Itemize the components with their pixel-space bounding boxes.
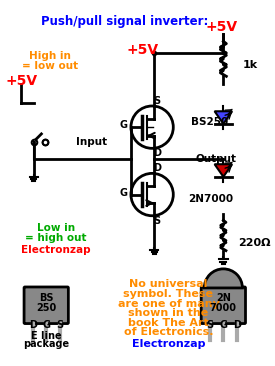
Text: Push/pull signal inverter:: Push/pull signal inverter:: [42, 15, 209, 27]
Text: Input: Input: [76, 137, 107, 147]
Text: S: S: [206, 320, 213, 330]
Text: E line: E line: [31, 331, 62, 341]
Text: BS250: BS250: [191, 117, 228, 127]
Text: +5V: +5V: [5, 74, 37, 88]
FancyBboxPatch shape: [201, 287, 246, 324]
Text: Output: Output: [196, 154, 236, 164]
Text: Low in: Low in: [37, 223, 75, 234]
Text: S: S: [56, 320, 63, 330]
Text: 250: 250: [36, 303, 56, 313]
Text: = low out: = low out: [22, 61, 78, 71]
Text: G: G: [119, 120, 127, 130]
Text: D: D: [153, 163, 161, 173]
FancyBboxPatch shape: [24, 287, 68, 324]
Text: S: S: [153, 96, 161, 106]
Text: D: D: [29, 320, 37, 330]
Text: Electronzap: Electronzap: [132, 339, 205, 349]
Text: Electronzap: Electronzap: [21, 244, 91, 255]
Text: D: D: [233, 320, 241, 330]
Text: symbol. These: symbol. These: [123, 289, 213, 299]
Text: +5V: +5V: [126, 44, 159, 57]
Text: are one of many: are one of many: [117, 299, 219, 309]
Text: D: D: [153, 148, 161, 158]
Text: book The Art: book The Art: [128, 318, 209, 328]
Text: S: S: [153, 216, 161, 226]
Polygon shape: [214, 164, 232, 177]
Text: 2N: 2N: [216, 294, 231, 303]
Text: shown in the: shown in the: [128, 308, 209, 318]
Text: 7000: 7000: [210, 303, 237, 313]
Text: = high out: = high out: [25, 233, 87, 243]
Text: of Electronics.: of Electronics.: [124, 328, 213, 337]
Wedge shape: [204, 269, 242, 288]
Text: G: G: [42, 320, 50, 330]
Text: G: G: [219, 320, 227, 330]
Text: BS: BS: [39, 294, 53, 303]
Text: 2N7000: 2N7000: [188, 194, 233, 204]
Text: No universal: No universal: [129, 279, 208, 289]
Text: High in: High in: [29, 51, 71, 61]
Text: 220Ω: 220Ω: [238, 238, 270, 248]
Polygon shape: [214, 111, 232, 124]
Text: 1k: 1k: [243, 60, 258, 70]
Text: +5V: +5V: [205, 20, 238, 34]
Text: G: G: [119, 188, 127, 198]
Text: package: package: [23, 339, 69, 349]
